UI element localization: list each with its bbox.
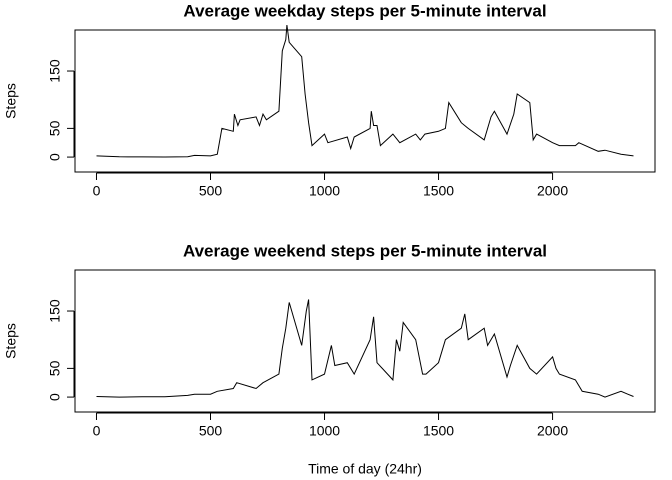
plot-box [74, 29, 656, 173]
y-tick-label: 50 [47, 360, 63, 376]
x-tick-label: 2000 [537, 423, 568, 439]
y-axis-label: Steps [3, 323, 19, 359]
chart-title: Average weekday steps per 5-minute inter… [183, 1, 546, 20]
y-tick-label: 50 [47, 120, 63, 136]
plot-box [74, 269, 656, 413]
x-tick-label: 0 [93, 183, 101, 199]
x-tick-label: 1000 [309, 423, 340, 439]
y-axis-label: Steps [3, 83, 19, 119]
y-tick-label: 150 [47, 299, 63, 323]
x-tick-label: 0 [93, 423, 101, 439]
x-tick-label: 500 [199, 423, 223, 439]
x-tick-label: 500 [199, 183, 223, 199]
data-line [96, 299, 634, 398]
x-axis-label: Time of day (24hr) [308, 461, 422, 477]
y-tick-label: 0 [47, 153, 63, 161]
y-tick-label: 0 [47, 393, 63, 401]
x-tick-label: 1500 [423, 423, 454, 439]
chart-title: Average weekend steps per 5-minute inter… [183, 241, 547, 260]
x-tick-label: 2000 [537, 183, 568, 199]
data-line [96, 25, 634, 158]
y-tick-label: 150 [47, 59, 63, 83]
x-tick-label: 1500 [423, 183, 454, 199]
x-tick-label: 1000 [309, 183, 340, 199]
